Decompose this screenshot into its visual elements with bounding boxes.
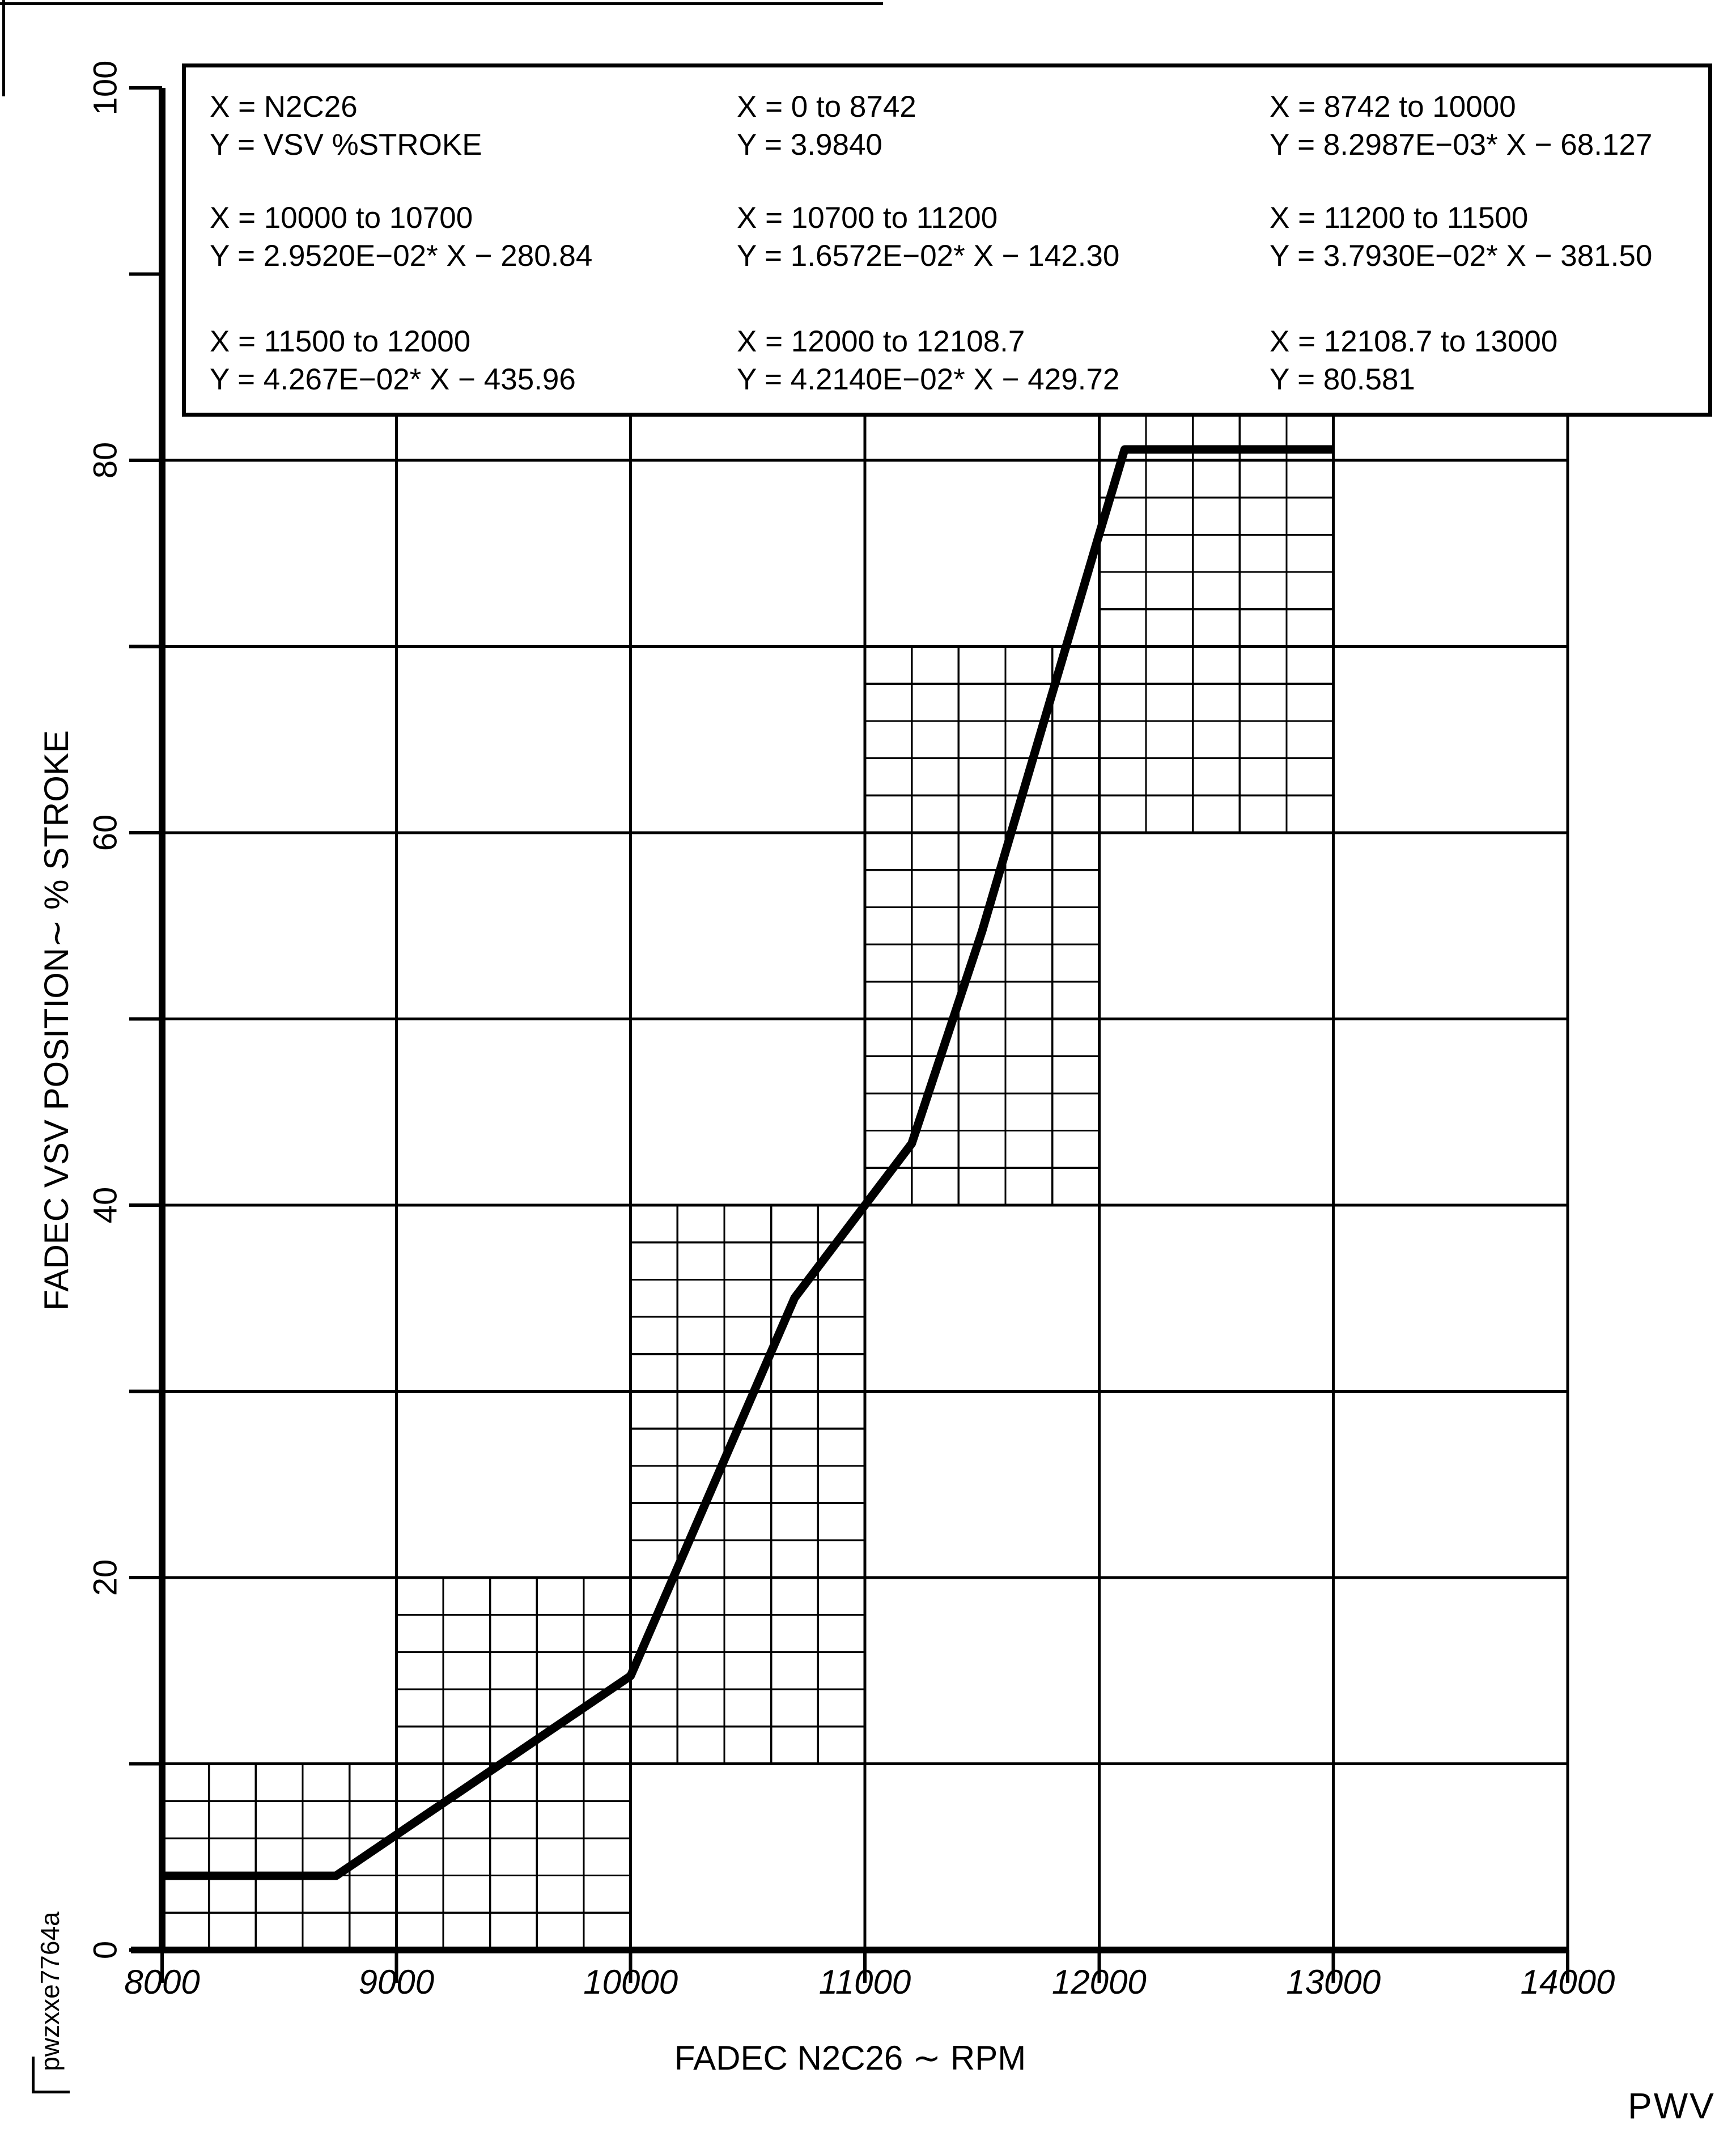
legend-x-range: X = 11500 to 12000 (210, 325, 471, 358)
legend-x-range: X = 10700 to 11200 (737, 201, 998, 235)
x-tick-label: 12000 (1051, 1963, 1147, 2001)
legend-cell: X = N2C26 Y = VSV %STROKE (210, 88, 737, 199)
y-tick-label: 40 (87, 1186, 124, 1224)
legend-cell: X = 10000 to 10700 Y = 2.9520E−02* X − 28… (210, 199, 737, 323)
legend-x-range: X = 12000 to 12108.7 (737, 325, 1025, 358)
x-tick-label: 14000 (1520, 1963, 1615, 2001)
equation-legend-box: X = N2C26 Y = VSV %STROKE X = 0 to 8742 Y =… (182, 63, 1712, 417)
legend-x-range: X = 8742 to 10000 (1270, 90, 1516, 124)
x-axis-title: FADEC N2C26 ∼ RPM (674, 2039, 1026, 2077)
scan-edge-top (0, 2, 883, 5)
legend-x-range: X = N2C26 (210, 90, 358, 124)
legend-x-range: X = 11200 to 11500 (1270, 201, 1529, 235)
x-tick-label: 13000 (1286, 1963, 1381, 2001)
legend-cell: X = 0 to 8742 Y = 3.9840 (737, 88, 1270, 199)
legend-y-equation: Y = 8.2987E−03* X − 68.127 (1270, 128, 1653, 162)
legend-cell: X = 12108.7 to 13000 Y = 80.581 (1270, 323, 1708, 413)
legend-cell: X = 10700 to 11200 Y = 1.6572E−02* X − 14… (737, 199, 1270, 323)
tolerance-region-border (1098, 412, 1335, 834)
legend-cell: X = 12000 to 12108.7 Y = 4.2140E−02* X − … (737, 323, 1270, 413)
legend-y-equation: Y = 4.2140E−02* X − 429.72 (737, 363, 1120, 396)
legend-x-range: X = 12108.7 to 13000 (1270, 325, 1558, 358)
vsv-schedule-curve (162, 445, 1334, 1880)
legend-y-equation: Y = 3.7930E−02* X − 381.50 (1270, 239, 1653, 273)
x-tick-label: 8000 (124, 1963, 200, 2001)
publisher-code: PWV (1628, 2085, 1716, 2126)
x-tick-label: 9000 (358, 1963, 435, 2001)
legend-cell: X = 8742 to 10000 Y = 8.2987E−03* X − 68.… (1270, 88, 1708, 199)
legend-x-range: X = 10000 to 10700 (210, 201, 473, 235)
figure-reference-code: pwzxxe7764a (35, 1911, 65, 2071)
legend-y-equation: Y = 1.6572E−02* X − 142.30 (737, 239, 1120, 273)
y-tick-label: 0 (87, 1940, 124, 1960)
legend-cell: X = 11200 to 11500 Y = 3.7930E−02* X − 38… (1270, 199, 1708, 323)
y-tick-label: 100 (87, 60, 124, 116)
legend-y-equation: Y = 2.9520E−02* X − 280.84 (210, 239, 593, 273)
x-tick-label: 10000 (583, 1963, 678, 2001)
legend-x-range: X = 0 to 8742 (737, 90, 916, 124)
y-tick-label: 20 (87, 1559, 124, 1596)
legend-y-equation: Y = VSV %STROKE (210, 128, 482, 162)
corner-bracket-mark (32, 2057, 70, 2093)
legend-cell: X = 11500 to 12000 Y = 4.267E−02* X − 435… (210, 323, 737, 413)
legend-y-equation: Y = 3.9840 (737, 128, 882, 162)
scan-edge-left (2, 0, 5, 96)
x-tick-label: 11000 (818, 1963, 911, 2001)
y-tick-label: 80 (87, 442, 124, 479)
y-tick-label: 60 (87, 814, 124, 851)
legend-y-equation: Y = 80.581 (1270, 363, 1415, 396)
legend-y-equation: Y = 4.267E−02* X − 435.96 (210, 363, 576, 396)
y-axis-title: FADEC VSV POSITION∼ % STROKE (37, 730, 75, 1311)
